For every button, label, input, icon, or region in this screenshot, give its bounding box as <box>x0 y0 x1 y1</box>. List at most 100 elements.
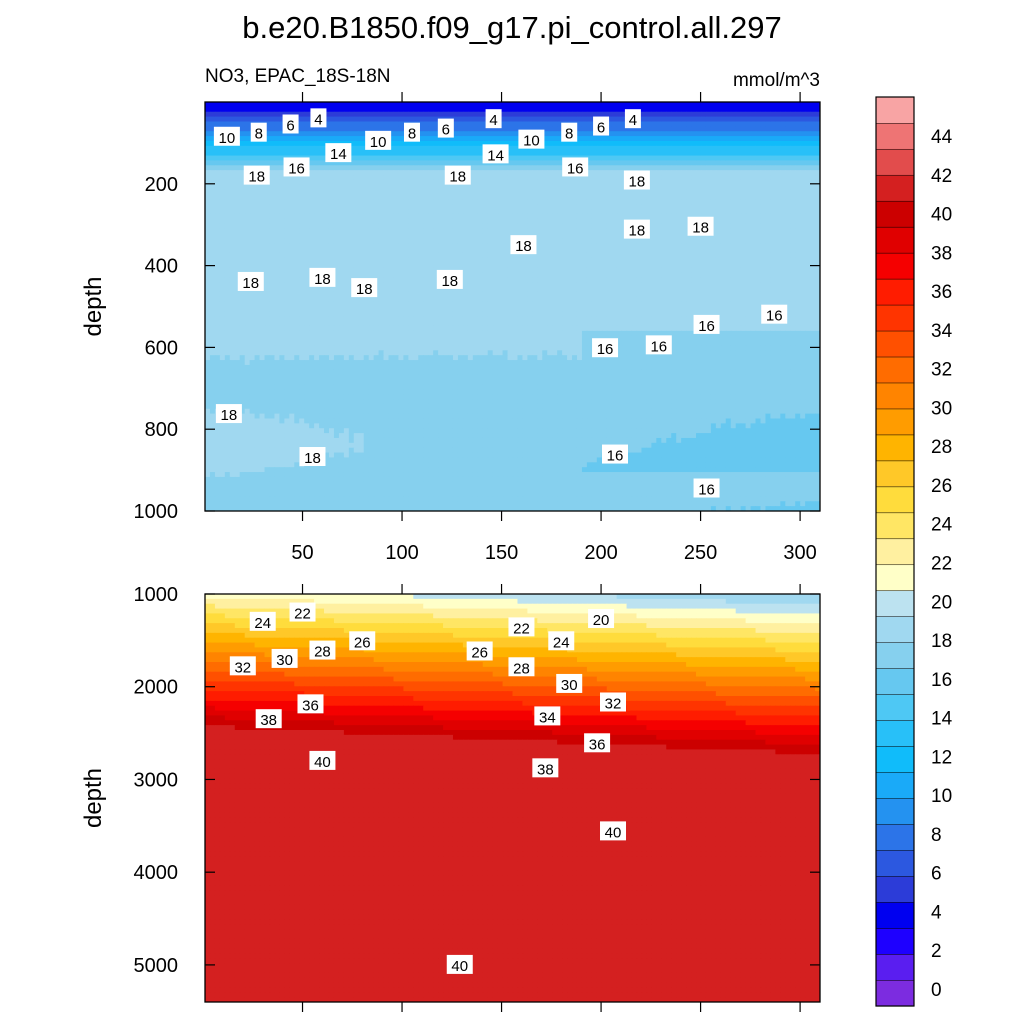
contour-cell <box>443 262 449 269</box>
contour-cell <box>348 140 355 147</box>
contour-cell <box>299 204 305 210</box>
contour-cell <box>606 287 613 293</box>
contour-cell <box>324 121 330 127</box>
contour-cell <box>269 179 276 186</box>
contour-cell <box>800 282 806 288</box>
contour-cell <box>393 170 400 176</box>
contour-cell <box>319 223 325 230</box>
contour-cell <box>224 106 231 113</box>
contour-cell <box>681 102 687 108</box>
contour-cell <box>725 175 732 181</box>
contour-cell <box>735 233 742 239</box>
contour-cell <box>388 155 395 162</box>
contour-cell <box>750 140 757 147</box>
contour-cell <box>676 204 682 210</box>
contour-cell <box>646 131 652 137</box>
contour-cell <box>730 121 737 127</box>
contour-cell <box>581 282 588 288</box>
contour-cell <box>671 291 677 298</box>
contour-cell <box>333 131 340 137</box>
contour-cell <box>373 223 380 230</box>
contour-cell <box>368 233 375 239</box>
contour-cell <box>700 131 707 137</box>
contour-cell <box>606 277 613 283</box>
contour-cell <box>353 150 360 157</box>
contour-cell <box>696 106 702 113</box>
contour-cell <box>338 199 345 205</box>
contour-cell <box>462 145 469 152</box>
contour-cell <box>299 102 305 108</box>
contour-cell <box>581 243 588 249</box>
contour-cell <box>452 228 459 235</box>
contour-cell <box>775 257 781 264</box>
contour-cell <box>661 170 667 176</box>
contour-cell <box>502 189 509 196</box>
contour-cell <box>472 291 479 298</box>
contour-cell <box>656 194 662 200</box>
contour-cell <box>274 296 280 303</box>
contour-cell <box>314 102 320 108</box>
contour-cell <box>547 267 553 274</box>
contour-cell <box>780 126 786 132</box>
contour-cell <box>229 233 236 239</box>
contour-cell <box>348 126 355 132</box>
contour-cell <box>438 262 444 269</box>
contour-cell <box>567 282 573 288</box>
contour-cell <box>348 150 355 157</box>
contour-cell <box>606 262 613 269</box>
contour-cell <box>239 199 246 205</box>
contour-cell <box>487 179 494 186</box>
contour-cell <box>621 282 628 288</box>
contour-cell <box>537 102 543 108</box>
contour-cell <box>229 272 236 278</box>
contour-cell <box>710 131 717 137</box>
contour-cell <box>462 126 469 132</box>
contour-cell <box>795 194 801 200</box>
contour-cell <box>666 272 672 278</box>
contour-cell <box>309 145 315 152</box>
contour-cell <box>497 228 504 235</box>
contour-cell <box>760 204 767 210</box>
contour-cell <box>621 252 628 259</box>
contour-cell <box>319 126 325 132</box>
contour-cell <box>691 131 697 137</box>
contour-cell <box>567 204 573 210</box>
contour-cell <box>562 184 568 191</box>
contour-cell <box>408 287 414 293</box>
contour-cell <box>572 277 578 283</box>
contour-cell <box>527 179 533 186</box>
contour-cell <box>710 252 717 259</box>
contour-cell <box>552 209 558 215</box>
contour-cell <box>259 184 266 191</box>
contour-cell <box>790 170 796 176</box>
contour-cell <box>378 199 385 205</box>
contour-cell <box>239 111 246 118</box>
contour-cell <box>343 165 350 171</box>
contour-cell <box>324 233 330 239</box>
contour-cell <box>586 257 593 264</box>
contour-cell <box>572 267 578 274</box>
contour-cell <box>586 189 593 196</box>
contour-cell <box>656 126 662 132</box>
contour-cell <box>765 287 771 293</box>
contour-cell <box>304 243 310 249</box>
contour-cell <box>309 291 315 298</box>
contour-cell <box>780 106 786 113</box>
contour-cell <box>205 155 211 162</box>
contour-cell <box>631 209 638 215</box>
contour-cell <box>423 131 429 137</box>
contour-cell <box>700 204 707 210</box>
contour-cell <box>641 262 648 269</box>
contour-cell <box>691 102 697 108</box>
contour-cell <box>224 150 231 157</box>
contour-cell <box>730 238 737 244</box>
contour-cell <box>497 243 504 249</box>
contour-cell <box>730 248 737 254</box>
contour-cell <box>691 272 697 278</box>
contour-cell <box>780 262 786 269</box>
contour-cell <box>760 131 767 137</box>
contour-cell <box>294 272 300 278</box>
contour-cell <box>497 184 504 191</box>
contour-cell <box>423 228 429 235</box>
contour-cell <box>611 262 618 269</box>
